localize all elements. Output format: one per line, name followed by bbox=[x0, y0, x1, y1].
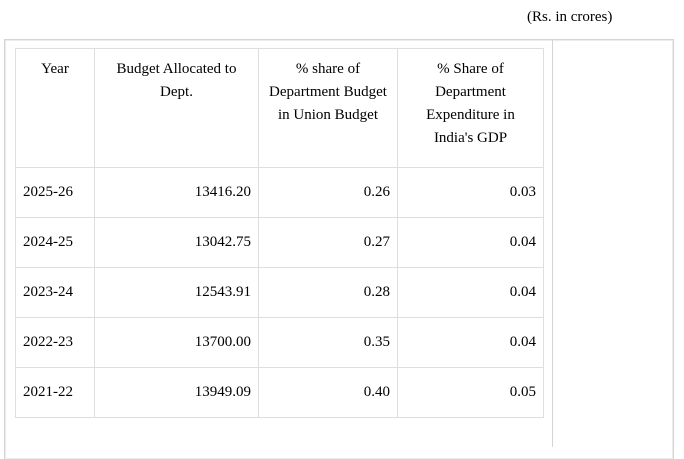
cell-gdp: 0.03 bbox=[397, 167, 544, 218]
cell-budget: 12543.91 bbox=[94, 267, 259, 318]
table-row: 2023-24 12543.91 0.28 0.04 bbox=[15, 267, 544, 318]
header-share-union-budget: % share of Department Budget in Union Bu… bbox=[258, 48, 398, 168]
cell-year: 2022-23 bbox=[15, 317, 95, 368]
cell-gdp: 0.05 bbox=[397, 367, 544, 418]
table-frame bbox=[4, 39, 674, 459]
cell-budget: 13042.75 bbox=[94, 217, 259, 268]
frame-divider bbox=[552, 40, 553, 447]
cell-share: 0.27 bbox=[258, 217, 398, 268]
cell-share: 0.28 bbox=[258, 267, 398, 318]
cell-share: 0.35 bbox=[258, 317, 398, 368]
header-year: Year bbox=[15, 48, 95, 168]
cell-year: 2023-24 bbox=[15, 267, 95, 318]
cell-budget: 13700.00 bbox=[94, 317, 259, 368]
cell-budget: 13416.20 bbox=[94, 167, 259, 218]
budget-table: Year Budget Allocated to Dept. % share o… bbox=[15, 48, 544, 418]
table-row: 2025-26 13416.20 0.26 0.03 bbox=[15, 167, 544, 218]
header-share-gdp: % Share of Department Expenditure in Ind… bbox=[397, 48, 544, 168]
header-budget-allocated: Budget Allocated to Dept. bbox=[94, 48, 259, 168]
cell-year: 2021-22 bbox=[15, 367, 95, 418]
cell-gdp: 0.04 bbox=[397, 267, 544, 318]
cell-share: 0.26 bbox=[258, 167, 398, 218]
table-row: 2021-22 13949.09 0.40 0.05 bbox=[15, 367, 544, 418]
cell-gdp: 0.04 bbox=[397, 317, 544, 368]
table-row: 2022-23 13700.00 0.35 0.04 bbox=[15, 317, 544, 368]
cell-year: 2025-26 bbox=[15, 167, 95, 218]
table-header-row: Year Budget Allocated to Dept. % share o… bbox=[15, 48, 544, 168]
table-row: 2024-25 13042.75 0.27 0.04 bbox=[15, 217, 544, 268]
cell-budget: 13949.09 bbox=[94, 367, 259, 418]
cell-share: 0.40 bbox=[258, 367, 398, 418]
cell-gdp: 0.04 bbox=[397, 217, 544, 268]
unit-note: (Rs. in crores) bbox=[527, 9, 613, 25]
cell-year: 2024-25 bbox=[15, 217, 95, 268]
